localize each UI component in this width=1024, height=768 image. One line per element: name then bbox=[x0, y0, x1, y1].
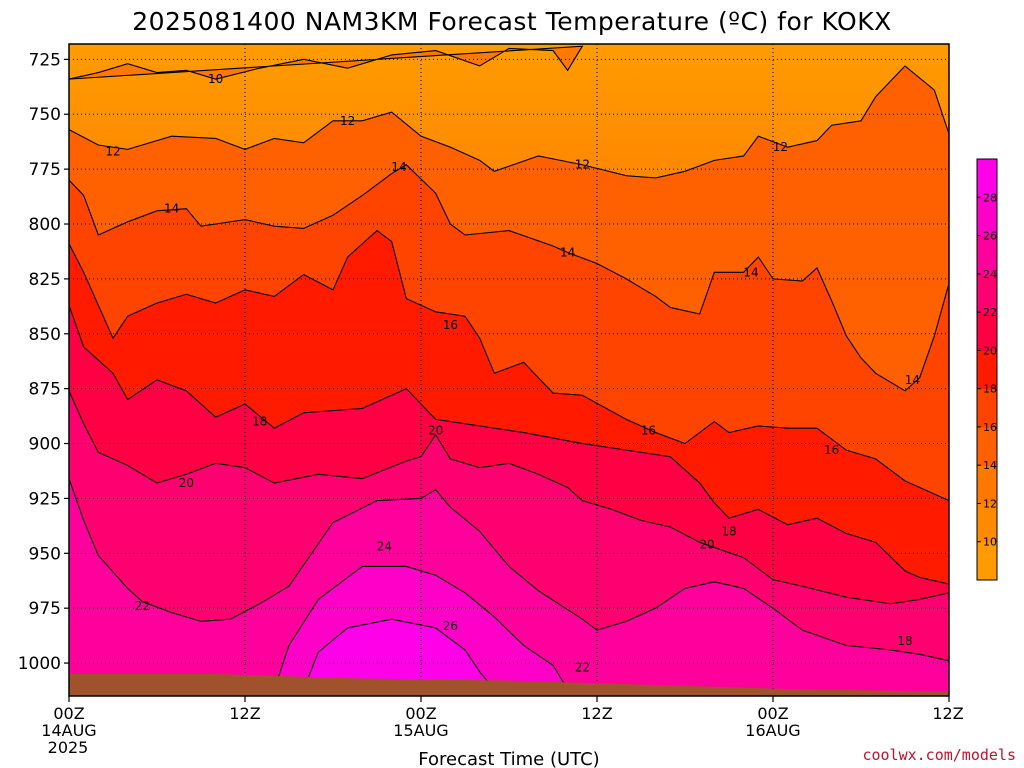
colorbar-label: 12 bbox=[983, 497, 997, 510]
ground-surface bbox=[69, 674, 949, 696]
x-date-label: 14AUG bbox=[41, 721, 96, 740]
contour-16 bbox=[69, 229, 949, 502]
colorbar-label: 10 bbox=[983, 536, 997, 549]
contour-label: 20 bbox=[428, 423, 443, 437]
x-tick-label: 12Z bbox=[581, 704, 612, 723]
x-tick-label: 00Z bbox=[53, 704, 84, 723]
x-date-label: 15AUG bbox=[393, 721, 448, 740]
x-tick-label: 12Z bbox=[229, 704, 260, 723]
colorbar-swatch bbox=[977, 388, 997, 428]
contour-label: 12 bbox=[773, 140, 788, 154]
contour-label: 16 bbox=[443, 318, 458, 332]
contour-label: 14 bbox=[391, 160, 406, 174]
y-tick-label: 925 bbox=[29, 489, 61, 509]
credit-text: coolwx.com/models bbox=[862, 746, 1016, 764]
colorbar-label: 24 bbox=[983, 268, 997, 281]
x-tick-label: 00Z bbox=[405, 704, 436, 723]
contour-label: 16 bbox=[641, 423, 656, 437]
fill-region-22 bbox=[69, 478, 949, 696]
contour-14 bbox=[69, 164, 949, 392]
y-tick-label: 725 bbox=[29, 50, 61, 70]
x-year-label: 2025 bbox=[48, 738, 89, 757]
colorbar-label: 16 bbox=[983, 421, 997, 434]
chart-title: 2025081400 NAM3KM Forecast Temperature (… bbox=[132, 7, 891, 36]
y-tick-label: 750 bbox=[29, 105, 61, 125]
colorbar-swatch bbox=[977, 312, 997, 351]
colorbar-swatch bbox=[977, 541, 997, 581]
contour-label: 14 bbox=[905, 373, 920, 387]
contour-label: 18 bbox=[897, 634, 912, 648]
y-tick-label: 950 bbox=[29, 544, 61, 564]
colorbar-swatch bbox=[977, 465, 997, 504]
contour-label: 20 bbox=[699, 538, 714, 552]
contour-label: 22 bbox=[135, 599, 150, 613]
colorbar-label: 18 bbox=[983, 383, 997, 396]
contour-12 bbox=[69, 65, 949, 179]
contour-label: 14 bbox=[164, 202, 179, 216]
contour-label: 12 bbox=[105, 145, 120, 159]
x-tick-label: 12Z bbox=[932, 704, 963, 723]
plot-frame bbox=[68, 43, 950, 697]
contour-label: 18 bbox=[721, 524, 736, 538]
contour-24 bbox=[273, 565, 569, 690]
contour-20 bbox=[69, 390, 949, 605]
x-axis-title: Forecast Time (UTC) bbox=[418, 749, 599, 768]
y-tick-label: 800 bbox=[29, 215, 61, 235]
contour-label: 24 bbox=[377, 540, 392, 554]
colorbar-frame bbox=[976, 158, 998, 581]
x-date-label: 16AUG bbox=[745, 721, 800, 740]
contour-18 bbox=[69, 305, 949, 585]
y-tick-label: 1000 bbox=[18, 654, 61, 674]
contour-label: 14 bbox=[560, 246, 575, 260]
colorbar-label: 20 bbox=[983, 344, 997, 357]
contour-label: 10 bbox=[208, 72, 223, 86]
colorbar-label: 14 bbox=[983, 459, 997, 472]
contour-label: 12 bbox=[340, 114, 355, 128]
contour-label: 12 bbox=[575, 158, 590, 172]
plot-area: 10 12 12 12 12 14 14 14 14 14 16 16 16 18 18 18 20 20 20 22… bbox=[69, 44, 949, 696]
contour-label: 14 bbox=[743, 265, 758, 279]
colorbar-swatch bbox=[977, 350, 997, 390]
colorbar: 10 12 14 16 18 20 22 24 26 28 bbox=[976, 158, 998, 581]
y-tick-label: 775 bbox=[29, 160, 61, 180]
colorbar-swatch bbox=[977, 159, 997, 198]
contour-label: 20 bbox=[179, 476, 194, 490]
contour-label: 22 bbox=[575, 660, 590, 674]
y-tick-label: 850 bbox=[29, 325, 61, 345]
y-tick-label: 825 bbox=[29, 270, 61, 290]
colorbar-label: 22 bbox=[983, 306, 997, 319]
contour-10 bbox=[69, 45, 584, 80]
y-tick-label: 975 bbox=[29, 599, 61, 619]
colorbar-swatch bbox=[977, 503, 997, 543]
x-tick-label: 00Z bbox=[757, 704, 788, 723]
contour-22 bbox=[69, 478, 949, 662]
colorbar-label: 26 bbox=[983, 230, 997, 243]
colorbar-swatch bbox=[977, 273, 997, 313]
colorbar-swatch bbox=[977, 426, 997, 466]
y-tick-label: 900 bbox=[29, 435, 61, 455]
colorbar-swatch bbox=[977, 235, 997, 275]
contour-label: 16 bbox=[824, 443, 839, 457]
colorbar-label: 28 bbox=[983, 191, 997, 204]
contour-label: 26 bbox=[443, 619, 458, 633]
contour-label: 18 bbox=[252, 415, 267, 429]
colorbar-swatch bbox=[977, 197, 997, 237]
y-tick-label: 875 bbox=[29, 380, 61, 400]
